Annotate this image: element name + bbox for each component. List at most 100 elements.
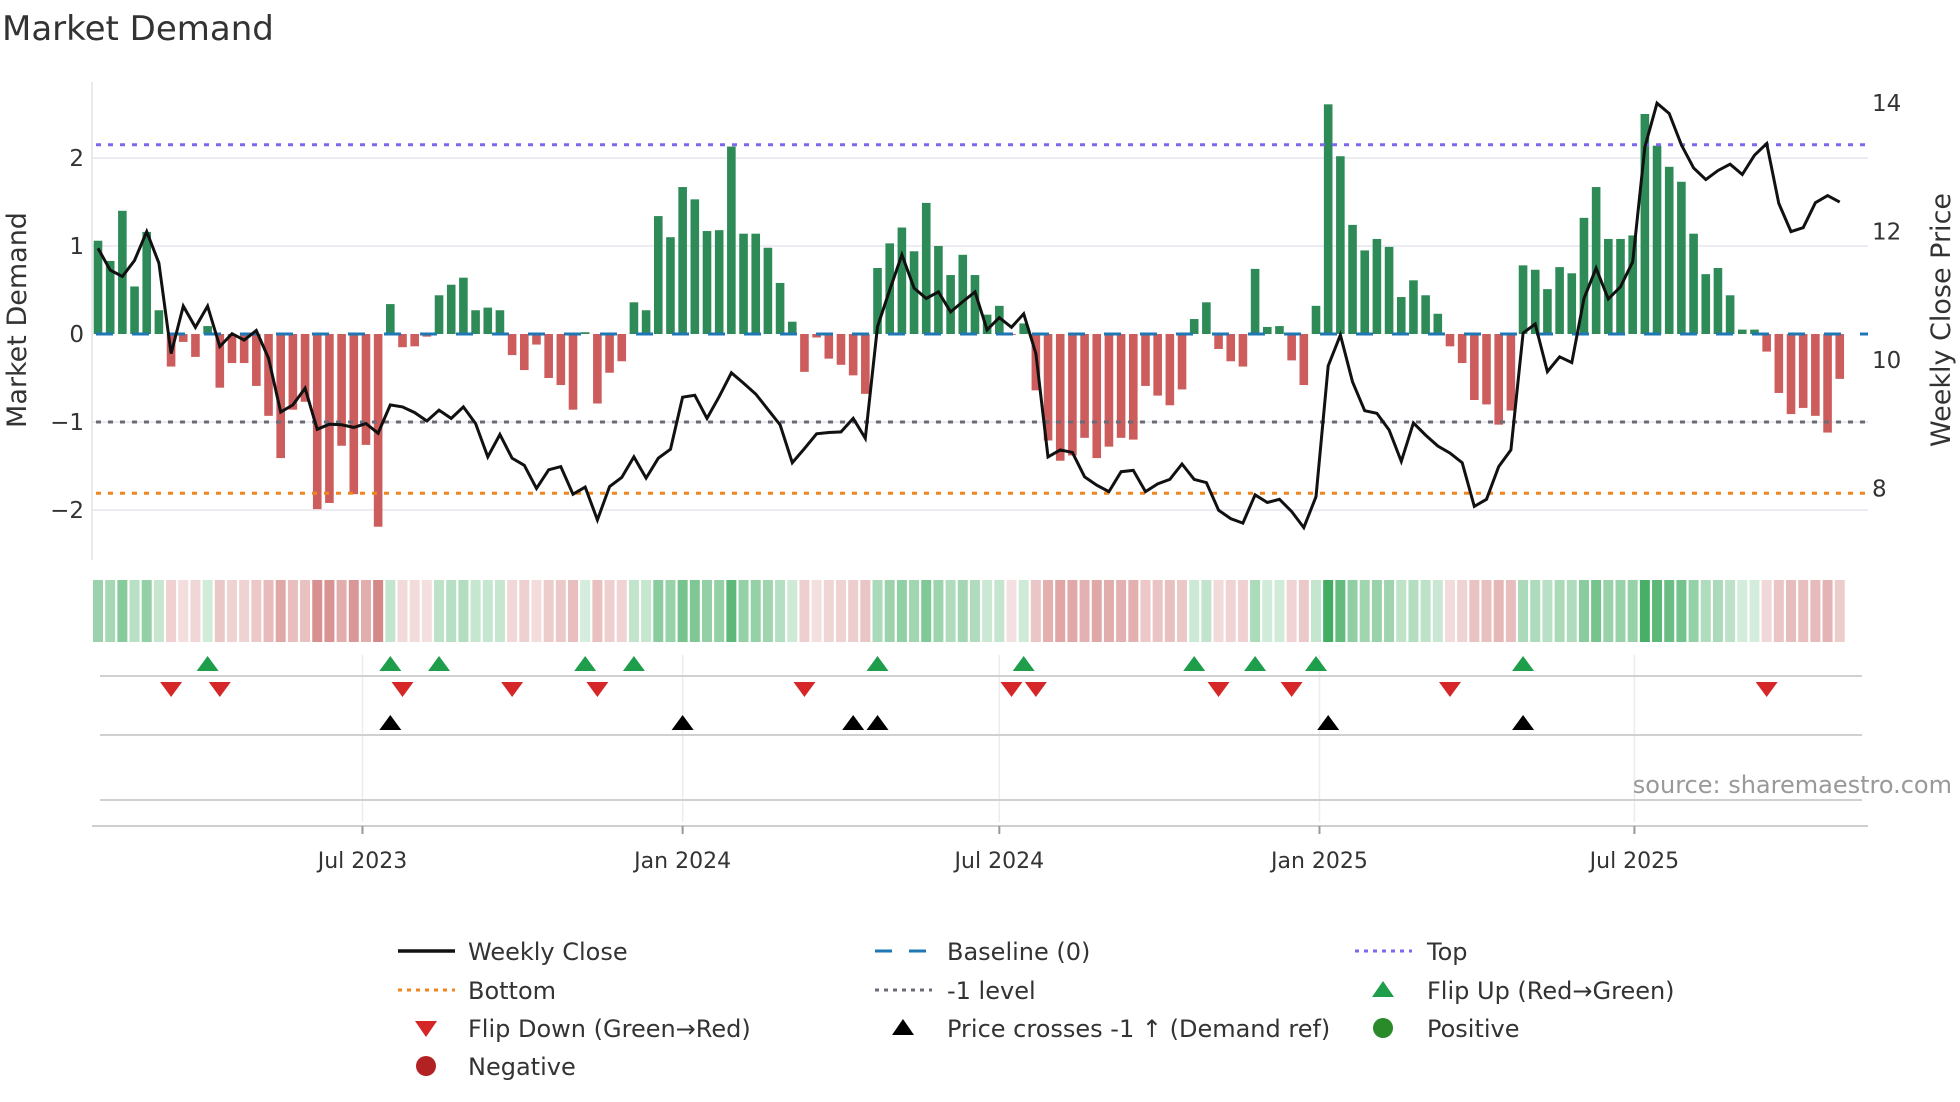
demand-bar <box>666 237 675 334</box>
heat-cell <box>750 580 761 642</box>
demand-bar <box>1104 334 1114 447</box>
demand-bar <box>1543 289 1552 334</box>
flip-up-marker <box>1183 656 1206 671</box>
demand-bar <box>191 334 200 357</box>
demand-bar <box>203 326 212 334</box>
price-cross-marker <box>1512 715 1535 730</box>
flip-down-icon <box>415 1021 437 1037</box>
heat-cell <box>348 580 359 642</box>
demand-bar <box>751 233 761 334</box>
heat-cell <box>982 580 993 642</box>
heat-cell <box>1578 580 1589 642</box>
demand-bar <box>1421 295 1430 334</box>
legend-item-bottom: Bottom <box>398 977 556 1005</box>
demand-bar <box>1750 329 1759 334</box>
heat-cell <box>933 580 944 642</box>
demand-bar <box>1640 114 1650 334</box>
demand-bar <box>325 334 334 503</box>
heat-cell <box>835 580 846 642</box>
heat-cell <box>641 580 652 642</box>
heat-cell <box>921 580 932 642</box>
demand-bar <box>1457 334 1467 364</box>
demand-bar <box>970 275 980 334</box>
flip-up-marker <box>428 656 451 671</box>
demand-bar <box>1409 280 1418 334</box>
heat-cell <box>1043 580 1054 642</box>
demand-bar <box>1470 334 1479 400</box>
heat-cell <box>1091 580 1102 642</box>
price-cross-marker <box>866 715 889 730</box>
legend-item-positive: Positive <box>1373 1015 1520 1043</box>
demand-bar <box>1287 334 1296 361</box>
heat-cell <box>434 580 445 642</box>
heat-cell <box>1493 580 1504 642</box>
heat-cell <box>604 580 615 642</box>
demand-bar <box>1238 334 1248 367</box>
heat-cell <box>1323 580 1334 642</box>
demand-bar <box>264 334 273 416</box>
flip-up-marker <box>1512 656 1535 671</box>
heat-cell <box>105 580 116 642</box>
heat-cell <box>775 580 786 642</box>
flip-up-marker <box>1305 656 1327 671</box>
demand-bar <box>544 334 553 378</box>
heat-cell <box>738 580 749 642</box>
flip-down-marker <box>1755 682 1778 697</box>
demand-bar <box>349 334 359 495</box>
heat-cell <box>1810 580 1821 642</box>
reference-lines <box>96 143 1868 495</box>
flip-up-marker <box>1244 656 1267 671</box>
legend-item-line: Weekly Close <box>398 938 628 966</box>
heat-cell <box>896 580 907 642</box>
heat-cell <box>1432 580 1443 642</box>
demand-bar <box>1506 334 1516 411</box>
heat-cell <box>1518 580 1529 642</box>
flip-down-marker <box>160 682 183 697</box>
heat-cell <box>1018 580 1029 642</box>
heat-cell <box>1384 580 1395 642</box>
heat-cell <box>336 580 347 642</box>
demand-bar <box>1530 269 1540 334</box>
demand-bar <box>1189 319 1199 334</box>
heat-cell <box>1201 580 1212 642</box>
demand-bar <box>532 334 541 345</box>
legend-label: Price crosses -1 ↑ (Demand ref) <box>947 1015 1330 1043</box>
heat-cell <box>446 580 457 642</box>
heat-cell <box>409 580 420 642</box>
heat-cell <box>1676 580 1687 642</box>
legend-label: Bottom <box>468 977 556 1005</box>
heat-cell <box>214 580 225 642</box>
demand-bar <box>1055 334 1065 461</box>
heat-cell <box>1469 580 1480 642</box>
demand-bar <box>1555 267 1564 334</box>
heat-cell <box>811 580 822 642</box>
demand-bar <box>1043 334 1053 441</box>
legend-label: Positive <box>1427 1015 1520 1043</box>
demand-bar <box>739 233 748 334</box>
flip-up-marker <box>622 656 645 671</box>
demand-bar <box>629 302 639 334</box>
demand-bar <box>337 334 346 446</box>
heat-cell <box>1189 580 1200 642</box>
heat-cell <box>1103 580 1114 642</box>
heat-cell <box>872 580 883 642</box>
demand-bar <box>580 332 590 334</box>
demand-bar <box>836 334 846 365</box>
demand-bar <box>1823 334 1832 433</box>
heat-cell <box>1725 580 1736 642</box>
demand-bar <box>1250 268 1260 334</box>
heat-cell <box>787 580 798 642</box>
negative-dot-icon <box>416 1056 436 1076</box>
legend-label: -1 level <box>947 977 1036 1005</box>
legend-item-baseline: Baseline (0) <box>875 938 1090 966</box>
heat-cell <box>1030 580 1041 642</box>
demand-bar <box>1835 334 1845 379</box>
heat-cell <box>957 580 968 642</box>
heat-cell <box>1591 580 1602 642</box>
x-tick-label: Jan 2024 <box>632 849 731 874</box>
heat-cell <box>1116 580 1127 642</box>
demand-bar <box>471 310 480 334</box>
flip-down-marker <box>391 682 414 697</box>
heat-cell <box>1006 580 1017 642</box>
